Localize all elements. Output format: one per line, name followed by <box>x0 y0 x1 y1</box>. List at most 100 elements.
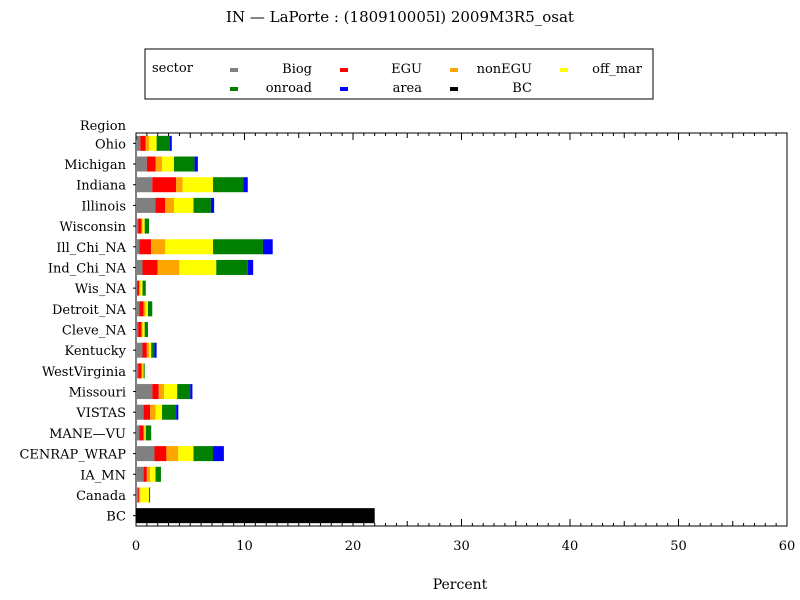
bar-ia-mn-off-mar <box>150 466 156 482</box>
bar-cenrap-wrap-area <box>213 446 224 462</box>
bar-kentucky-off-mar <box>149 342 152 358</box>
x-tick-label: 30 <box>453 539 470 554</box>
x-tick-label: 50 <box>670 539 687 554</box>
category-label-ind-chi-na: Ind_Chi_NA <box>48 261 127 276</box>
bar-indiana-biog <box>136 177 153 193</box>
category-label-kentucky: Kentucky <box>64 344 126 359</box>
bar-cleve-na-off-mar <box>142 322 145 337</box>
bar-cenrap-wrap-onroad <box>193 446 214 462</box>
bar-wis-na-onroad <box>142 280 146 296</box>
x-tick-label: 0 <box>132 539 140 554</box>
legend-title: sector <box>152 61 194 76</box>
bar-ia-mn-biog <box>136 466 144 482</box>
bar-vistas-nonegu <box>150 404 156 420</box>
category-label-vistas: VISTAS <box>75 406 126 421</box>
bar-cenrap-wrap-off-mar <box>178 446 194 462</box>
bar-missouri-area <box>190 384 193 400</box>
bar-wisconsin-onroad <box>144 218 150 234</box>
category-label-bc: BC <box>106 510 126 525</box>
bar-cenrap-wrap-egu <box>154 446 167 462</box>
bar-mane-vu-egu <box>139 425 144 441</box>
y-axis-label: Region <box>80 119 127 134</box>
bar-vistas-biog <box>136 404 144 420</box>
bar-wis-na-nonegu <box>139 280 141 296</box>
category-label-canada: Canada <box>76 489 126 504</box>
bar-ind-chi-na-area <box>247 259 254 275</box>
bar-ind-chi-na-egu <box>142 259 158 275</box>
bar-wis-na-off-mar <box>140 280 143 296</box>
x-tick-label: 10 <box>236 539 253 554</box>
legend-swatch-biog <box>230 68 238 72</box>
bar-indiana-onroad <box>213 177 244 193</box>
category-label-cleve-na: Cleve_NA <box>62 324 127 339</box>
bar-mane-vu-nonegu <box>143 425 145 441</box>
bar-detroit-na-nonegu <box>143 301 146 317</box>
legend-label-biog: Biog <box>282 62 312 77</box>
legend-swatch-bc <box>450 87 458 91</box>
legend-swatch-egu <box>340 68 348 72</box>
bar-indiana-off-mar <box>182 177 214 193</box>
bar-illinois-onroad <box>193 197 211 213</box>
bar-michigan-area <box>194 156 198 172</box>
category-label-michigan: Michigan <box>64 158 126 173</box>
bar-canada-nonegu <box>139 487 141 503</box>
legend-swatch-off-mar <box>560 68 568 72</box>
bar-cleve-na-biog <box>136 322 139 337</box>
bar-cleve-na-nonegu <box>141 322 143 337</box>
category-label-missouri: Missouri <box>69 386 126 401</box>
category-label-mane-vu: MANE—VU <box>49 427 126 442</box>
bar-cenrap-wrap-biog <box>136 446 155 462</box>
bar-mane-vu-biog <box>136 425 140 441</box>
bar-ill-chi-na-biog <box>136 239 140 255</box>
x-tick-label: 40 <box>562 539 579 554</box>
bar-missouri-onroad <box>177 384 191 400</box>
bar-ohio-onroad <box>156 135 170 151</box>
x-axis-label: Percent <box>433 577 488 593</box>
bar-ill-chi-na-off-mar <box>165 239 214 255</box>
chart-title: IN — LaPorte : (180910005l) 2009M3R5_osa… <box>226 8 574 26</box>
bar-westvirginia-biog <box>136 363 139 379</box>
legend-swatch-area <box>340 87 348 91</box>
bar-ind-chi-na-biog <box>136 259 143 275</box>
bar-bc-bc <box>136 508 375 524</box>
bar-cenrap-wrap-nonegu <box>166 446 179 462</box>
bar-illinois-off-mar <box>173 197 194 213</box>
bar-ohio-off-mar <box>149 135 157 151</box>
bar-indiana-area <box>243 177 248 193</box>
bar-wisconsin-nonegu <box>141 218 143 234</box>
bar-kentucky-onroad <box>151 342 155 358</box>
bar-illinois-biog <box>136 197 156 213</box>
bar-detroit-na-biog <box>136 301 140 317</box>
bar-westvirginia-nonegu <box>141 363 143 379</box>
bar-ill-chi-na-area <box>262 239 273 255</box>
bar-mane-vu-onroad <box>145 425 152 441</box>
category-label-detroit-na: Detroit_NA <box>52 303 127 318</box>
bar-missouri-biog <box>136 384 153 400</box>
bar-cleve-na-egu <box>138 322 142 337</box>
bar-wisconsin-egu <box>138 218 142 234</box>
legend-label-bc: BC <box>512 81 532 96</box>
bar-ind-chi-na-nonegu <box>157 259 180 275</box>
bar-ohio-egu <box>140 135 146 151</box>
bar-missouri-egu <box>152 384 159 400</box>
bar-canada-biog <box>136 487 139 503</box>
bar-vistas-onroad <box>162 404 177 420</box>
category-label-illinois: Illinois <box>81 199 126 214</box>
bar-vistas-egu <box>143 404 151 420</box>
plot-area: Ohio Michigan Indiana Illinois Wisconsin Ill_… <box>19 132 795 554</box>
bar-canada-off-mar <box>140 487 150 503</box>
bar-ind-chi-na-off-mar <box>179 259 217 275</box>
legend-label-onroad: onroad <box>266 81 312 96</box>
category-label-wis-na: Wis_NA <box>75 282 127 297</box>
legend-swatch-nonegu <box>450 68 458 72</box>
bar-ia-mn-egu <box>143 466 147 482</box>
bar-kentucky-nonegu <box>146 342 150 358</box>
bar-ill-chi-na-nonegu <box>151 239 166 255</box>
category-label-ill-chi-na: Ill_Chi_NA <box>56 241 126 256</box>
bar-ill-chi-na-onroad <box>213 239 263 255</box>
bar-wis-na-biog <box>136 280 138 296</box>
category-label-westvirginia: WestVirginia <box>42 365 126 380</box>
bar-westvirginia-off-mar <box>142 363 144 379</box>
bar-detroit-na-egu <box>139 301 144 317</box>
